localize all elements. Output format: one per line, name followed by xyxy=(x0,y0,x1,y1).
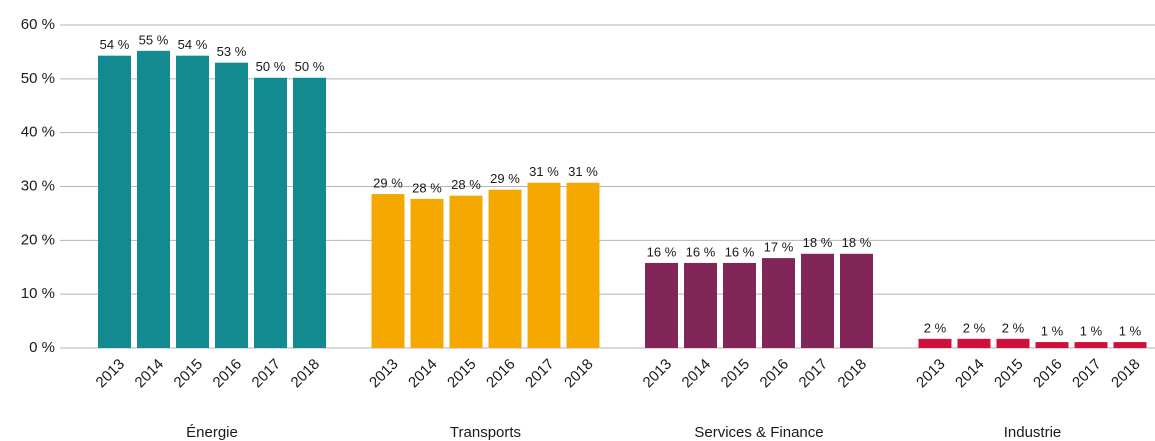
x-tick-label: 2017 xyxy=(796,356,832,392)
bar xyxy=(762,258,795,348)
value-label: 54 % xyxy=(178,37,208,52)
y-tick-label: 10 % xyxy=(21,285,55,302)
value-label: 2 % xyxy=(1002,320,1025,335)
bar xyxy=(801,253,834,348)
value-label: 1 % xyxy=(1119,324,1142,339)
bar xyxy=(137,50,170,349)
y-tick-label: 40 % xyxy=(21,124,55,141)
group-label: Industrie xyxy=(1004,424,1062,441)
value-label: 31 % xyxy=(529,164,559,179)
value-label: 28 % xyxy=(451,177,481,192)
value-label: 55 % xyxy=(139,32,169,47)
bar xyxy=(684,262,717,348)
bar xyxy=(1113,342,1147,348)
bar xyxy=(410,198,444,348)
value-label: 2 % xyxy=(924,320,947,335)
bar xyxy=(254,77,287,349)
x-tick-label: 2018 xyxy=(288,356,324,392)
group-label: Énergie xyxy=(186,424,238,441)
value-label: 1 % xyxy=(1041,324,1064,339)
x-tick-label: 2013 xyxy=(93,356,129,392)
x-tick-label: 2018 xyxy=(561,356,597,392)
bar xyxy=(176,55,209,349)
x-tick-label: 2015 xyxy=(991,356,1027,392)
bar xyxy=(293,77,326,349)
bar xyxy=(645,262,678,348)
x-tick-label: 2015 xyxy=(718,356,754,392)
value-label: 2 % xyxy=(963,320,986,335)
value-label: 18 % xyxy=(842,235,872,250)
x-tick-label: 2013 xyxy=(640,356,676,392)
x-tick-label: 2017 xyxy=(249,356,285,392)
x-tick-label: 2014 xyxy=(405,356,441,392)
bar xyxy=(1074,342,1108,348)
bar xyxy=(840,253,873,348)
x-tick-label: 2016 xyxy=(1030,356,1066,392)
x-tick-label: 2015 xyxy=(171,356,207,392)
value-label: 29 % xyxy=(490,171,520,186)
value-label: 50 % xyxy=(295,59,325,74)
x-tick-label: 2017 xyxy=(1069,356,1105,392)
bar xyxy=(996,338,1030,348)
bar xyxy=(1035,342,1069,348)
x-tick-label: 2014 xyxy=(679,356,715,392)
value-label: 16 % xyxy=(725,244,755,259)
y-tick-label: 0 % xyxy=(29,339,55,356)
bar xyxy=(371,194,405,348)
value-label: 53 % xyxy=(217,44,247,59)
x-tick-label: 2018 xyxy=(1108,356,1144,392)
value-label: 31 % xyxy=(568,164,598,179)
bar xyxy=(98,55,131,349)
y-tick-label: 50 % xyxy=(21,70,55,87)
group-label: Services & Finance xyxy=(694,424,823,441)
value-label: 16 % xyxy=(647,244,677,259)
x-tick-label: 2018 xyxy=(835,356,871,392)
bar xyxy=(527,182,561,348)
bar xyxy=(566,182,600,348)
bar xyxy=(918,338,952,348)
value-label: 50 % xyxy=(256,59,286,74)
x-tick-label: 2016 xyxy=(757,356,793,392)
bar xyxy=(488,189,522,348)
bar xyxy=(957,338,991,348)
y-tick-label: 20 % xyxy=(21,231,55,248)
value-label: 28 % xyxy=(412,180,442,195)
value-label: 1 % xyxy=(1080,324,1103,339)
value-label: 18 % xyxy=(803,235,833,250)
x-tick-label: 2014 xyxy=(132,356,168,392)
y-tick-label: 30 % xyxy=(21,177,55,194)
value-label: 16 % xyxy=(686,244,716,259)
x-tick-label: 2014 xyxy=(952,356,988,392)
group-label: Transports xyxy=(450,424,521,441)
bar xyxy=(449,195,483,348)
x-tick-label: 2013 xyxy=(913,356,949,392)
x-tick-label: 2016 xyxy=(210,356,246,392)
x-tick-label: 2013 xyxy=(366,356,402,392)
value-label: 54 % xyxy=(100,37,130,52)
x-tick-label: 2016 xyxy=(483,356,519,392)
bar xyxy=(215,62,248,348)
bar xyxy=(723,262,756,348)
value-label: 17 % xyxy=(764,240,794,255)
x-tick-label: 2017 xyxy=(522,356,558,392)
y-tick-label: 60 % xyxy=(21,16,55,33)
value-label: 29 % xyxy=(373,175,403,190)
x-tick-label: 2015 xyxy=(444,356,480,392)
